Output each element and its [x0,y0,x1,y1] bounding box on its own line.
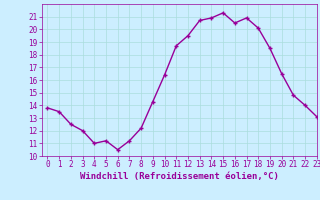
X-axis label: Windchill (Refroidissement éolien,°C): Windchill (Refroidissement éolien,°C) [80,172,279,181]
